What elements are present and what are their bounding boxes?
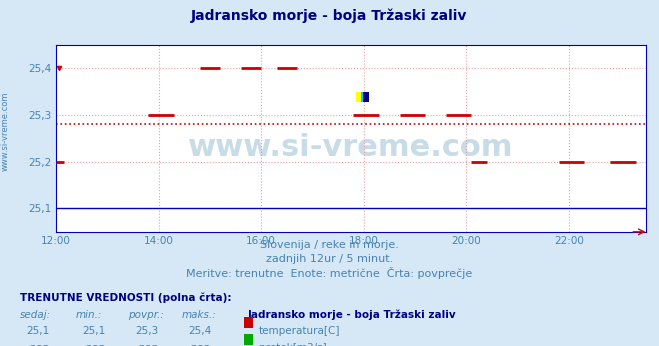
- Text: -nan: -nan: [135, 343, 158, 346]
- Text: Jadransko morje - boja Tržaski zaliv: Jadransko morje - boja Tržaski zaliv: [247, 310, 456, 320]
- Text: -nan: -nan: [82, 343, 105, 346]
- Text: Slovenija / reke in morje.: Slovenija / reke in morje.: [260, 240, 399, 251]
- Text: pretok[m3/s]: pretok[m3/s]: [259, 343, 327, 346]
- Text: min.:: min.:: [76, 310, 102, 320]
- Bar: [356, 92, 362, 102]
- Text: 25,3: 25,3: [135, 326, 158, 336]
- Text: TRENUTNE VREDNOSTI (polna črta):: TRENUTNE VREDNOSTI (polna črta):: [20, 292, 231, 303]
- Text: www.si-vreme.com: www.si-vreme.com: [1, 92, 10, 171]
- Text: sedaj:: sedaj:: [20, 310, 51, 320]
- Text: www.si-vreme.com: www.si-vreme.com: [188, 133, 513, 162]
- Bar: [362, 92, 368, 102]
- Text: 25,1: 25,1: [26, 326, 49, 336]
- Text: temperatura[C]: temperatura[C]: [259, 326, 341, 336]
- Text: 25,4: 25,4: [188, 326, 211, 336]
- Text: maks.:: maks.:: [181, 310, 216, 320]
- Text: Meritve: trenutne  Enote: metrične  Črta: povprečje: Meritve: trenutne Enote: metrične Črta: …: [186, 267, 473, 279]
- Text: Jadransko morje - boja Tržaski zaliv: Jadransko morje - boja Tržaski zaliv: [191, 9, 468, 23]
- Text: -nan: -nan: [26, 343, 49, 346]
- Text: -nan: -nan: [188, 343, 211, 346]
- Polygon shape: [362, 92, 368, 102]
- Text: povpr.:: povpr.:: [129, 310, 164, 320]
- Text: 25,1: 25,1: [82, 326, 105, 336]
- Text: zadnjih 12ur / 5 minut.: zadnjih 12ur / 5 minut.: [266, 254, 393, 264]
